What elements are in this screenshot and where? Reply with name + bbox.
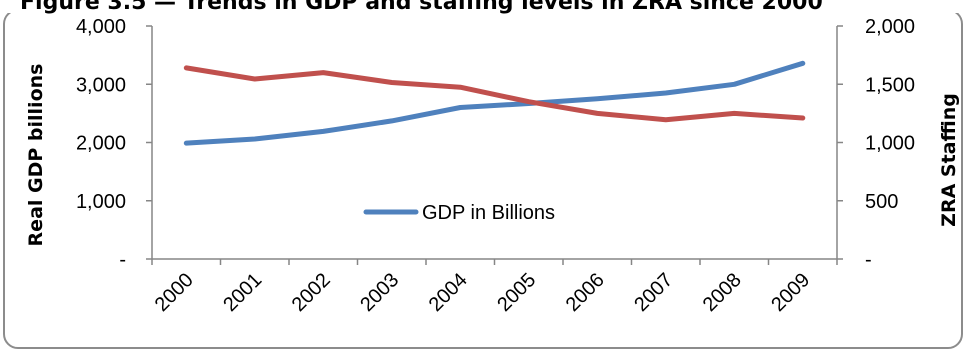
y-tick-label: - (119, 249, 126, 271)
series-line-1 (183, 65, 806, 123)
y-tick-label: 1,000 (76, 191, 126, 213)
y-axis-label: Real GDP billions (25, 64, 47, 247)
y2-tick-label: 2,000 (865, 16, 915, 38)
y-tick-label: 3,000 (76, 74, 126, 96)
y2-tick-label: 500 (865, 191, 898, 213)
legend-label: GDP in Billions (422, 202, 555, 224)
chart-frame (3, 9, 963, 349)
y2-tick-label: 1,500 (865, 74, 915, 96)
chart-title: Figure 3.5 — Trends in GDP and staffing … (20, 0, 823, 15)
y2-tick-label: - (865, 249, 872, 271)
chart-title-wrap: Figure 3.5 — Trends in GDP and staffing … (0, 0, 966, 15)
y-tick-label: 4,000 (76, 16, 126, 38)
legend: GDP in Billions (363, 202, 555, 224)
y2-tick-label: 1,000 (865, 133, 915, 155)
y-tick-label: 2,000 (76, 133, 126, 155)
title-background (0, 0, 966, 13)
y2-axis-label: ZRA Staffing (938, 93, 960, 227)
series-line-0 (183, 60, 806, 146)
